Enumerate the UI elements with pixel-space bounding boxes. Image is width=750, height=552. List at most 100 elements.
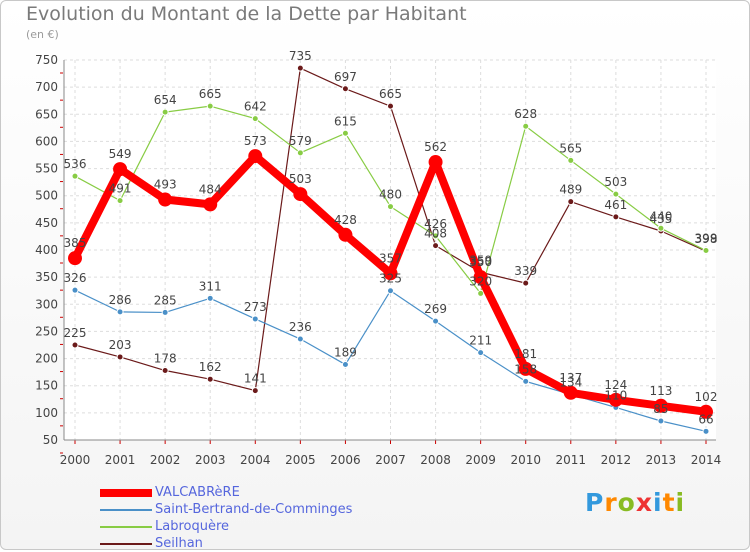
data-label-3: 359 [469,253,492,267]
series-point-3 [341,85,349,93]
series-point-2 [161,108,169,116]
data-label-0: 385 [64,236,87,250]
data-label-1: 110 [604,388,627,402]
series-point-3 [116,353,124,361]
data-label-2: 565 [559,141,582,155]
x-tick-label: 2004 [240,453,271,467]
series-point-1 [477,349,485,357]
series-point-2 [387,203,394,211]
data-label-3: 408 [424,227,447,241]
series-point-2 [477,289,485,297]
series-point-2 [206,102,214,110]
data-label-0: 573 [244,134,267,148]
series-point-3 [567,198,575,206]
data-label-1: 325 [379,272,402,286]
series-point-1 [206,294,214,302]
legend-label-saint-bertrand: Saint-Bertrand-de-Comminges [155,502,353,517]
data-label-0: 484 [199,182,222,196]
x-tick-label: 2013 [646,453,677,467]
data-label-2: 536 [64,157,87,171]
legend-item-labroquere: Labroquère [100,518,352,535]
series-point-3 [251,387,259,395]
x-tick-label: 2000 [60,453,91,467]
series-point-0 [248,149,263,164]
series-point-1 [702,427,710,435]
series-point-2 [71,172,79,180]
legend-item-seilhan: Seilhan [100,535,352,552]
series-point-0 [383,266,398,281]
x-tick-label: 2006 [330,453,361,467]
series-point-1 [522,377,530,385]
legend-swatch-labroquere [100,526,152,528]
y-tick-label: 400 [35,243,58,257]
data-label-1: 211 [469,334,492,348]
y-tick-label: 650 [35,107,58,121]
x-tick-label: 2011 [556,453,587,467]
series-point-1 [161,308,169,316]
chart-title: Evolution du Montant de la Dette par Hab… [26,3,467,25]
data-label-0: 181 [514,347,537,361]
series-point-1 [387,287,394,295]
series-point-1 [432,317,440,325]
data-label-0: 357 [379,251,402,265]
data-label-1: 134 [559,375,582,389]
series-point-3 [612,213,620,221]
x-tick-label: 2008 [420,453,451,467]
proxiti-logo: Proxiti [585,488,685,517]
series-point-0 [293,187,308,202]
series-point-2 [702,247,710,255]
y-tick-label: 50 [43,433,58,447]
series-point-0 [158,192,173,207]
data-label-3: 697 [334,70,357,84]
data-label-0: 503 [289,172,312,186]
data-label-0: 428 [334,213,357,227]
data-labels: 225 203 178 162 141 735 697 665 408 359 339 489 461 4… [64,49,718,426]
data-label-3: 461 [604,198,627,212]
data-label-1: 285 [154,293,177,307]
series-point-1 [251,315,259,323]
y-tick-label: 300 [35,297,58,311]
data-label-3: 203 [109,338,132,352]
series-point-1 [296,335,304,343]
series-point-2 [612,190,620,198]
legend: VALCABRèRE Saint-Bertrand-de-Comminges L… [100,484,352,552]
series-point-2 [116,197,124,205]
data-label-3: 141 [244,372,267,386]
data-label-3: 225 [64,326,87,340]
series-point-0 [68,251,82,266]
series-point-1 [341,361,349,369]
data-label-2: 426 [424,217,447,231]
x-tick-label: 2010 [510,453,541,467]
data-label-0: 113 [649,384,672,398]
series-point-0 [518,361,533,376]
logo-letter: i [675,488,686,517]
legend-item-saint-bertrand: Saint-Bertrand-de-Comminges [100,501,352,518]
series-point-2 [341,129,349,137]
data-label-1: 158 [514,362,537,376]
series-point-3 [522,279,530,287]
data-label-1: 189 [334,346,357,360]
x-tick-label: 2002 [150,453,181,467]
series-point-0 [608,392,623,407]
data-label-3: 178 [154,352,177,366]
series-point-3 [387,102,394,110]
logo-letter: o [617,488,636,517]
series-point-0 [699,404,713,419]
data-label-2: 579 [289,134,312,148]
data-label-3: 665 [379,87,402,101]
series-point-0 [653,398,668,413]
legend-label-seilhan: Seilhan [155,536,203,551]
data-label-2: 440 [649,209,672,223]
data-label-0: 350 [469,255,492,269]
y-tick-label: 750 [35,53,58,67]
y-tick-label: 450 [35,216,58,230]
series-point-3 [71,341,79,349]
data-label-1: 311 [199,279,222,293]
data-label-0: 562 [424,140,447,154]
y-tick-label: 350 [35,270,58,284]
y-tick-label: 500 [35,189,58,203]
data-label-1: 273 [244,300,267,314]
data-label-2: 615 [334,114,357,128]
data-label-1: 236 [289,320,312,334]
